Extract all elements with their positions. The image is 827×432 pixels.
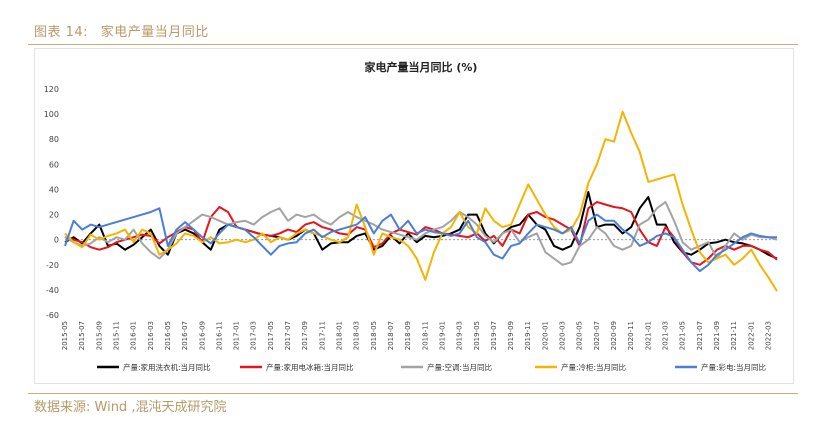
y-tick-label: -60 bbox=[46, 311, 59, 320]
x-tick-label: 2019-01 bbox=[438, 321, 446, 350]
series-line-3 bbox=[64, 201, 778, 266]
x-tick-label: 2016-09 bbox=[198, 321, 206, 350]
x-tick-label: 2015-11 bbox=[112, 321, 120, 350]
footer-rule bbox=[28, 393, 798, 394]
x-tick-label: 2018-07 bbox=[387, 321, 395, 350]
x-tick-label: 2017-05 bbox=[267, 321, 275, 350]
x-tick-label: 2017-07 bbox=[284, 321, 292, 350]
legend-label: 产量:彩电:当月同比 bbox=[701, 362, 767, 372]
legend-label: 产量:家用洗衣机:当月同比 bbox=[123, 362, 211, 372]
x-tick-label: 2021-11 bbox=[730, 321, 738, 350]
x-tick-label: 2015-09 bbox=[95, 321, 103, 350]
x-tick-label: 2016-07 bbox=[181, 321, 189, 350]
x-tick-label: 2021-01 bbox=[644, 321, 652, 350]
x-tick-label: 2020-07 bbox=[593, 321, 601, 350]
x-tick-label: 2020-11 bbox=[627, 321, 635, 350]
line-chart: 家电产量当月同比 (%) -60 -40 -20 0 20 40 60 80 100 120 20… bbox=[44, 60, 778, 372]
series-line-4 bbox=[64, 110, 778, 292]
figure-header: 图表 14: 家电产量当月同比 bbox=[34, 22, 794, 44]
x-tick-label: 2019-03 bbox=[456, 321, 464, 350]
x-tick-label: 2020-01 bbox=[541, 321, 549, 350]
x-tick-label: 2017-09 bbox=[301, 321, 309, 350]
series-line-1 bbox=[64, 191, 778, 260]
legend-label: 产量:空调:当月同比 bbox=[427, 362, 493, 372]
x-tick-label: 2021-03 bbox=[661, 321, 669, 350]
x-tick-label: 2021-07 bbox=[696, 321, 704, 350]
x-tick-label: 2019-07 bbox=[490, 321, 498, 350]
source-note: 数据来源: Wind ,混沌天成研究院 bbox=[34, 400, 227, 415]
x-tick-label: 2020-09 bbox=[610, 321, 618, 350]
x-tick-label: 2017-03 bbox=[250, 321, 258, 350]
legend-label: 产量:家用电冰箱:当月同比 bbox=[266, 362, 354, 372]
y-tick-label: 80 bbox=[49, 135, 59, 144]
x-tick-label: 2016-11 bbox=[215, 321, 223, 350]
x-tick-label: 2022-01 bbox=[747, 321, 755, 350]
header-rule bbox=[28, 44, 798, 45]
y-tick-label: 120 bbox=[44, 85, 59, 94]
figure-label: 图表 14: bbox=[34, 25, 89, 40]
chart-panel: 家电产量当月同比 (%) -60 -40 -20 0 20 40 60 80 100 120 20… bbox=[34, 48, 794, 384]
y-tick-label: 60 bbox=[49, 160, 59, 169]
figure-title: 家电产量当月同比 bbox=[100, 25, 209, 40]
legend-label: 产量:冷柜:当月同比 bbox=[561, 362, 627, 372]
x-tick-label: 2018-09 bbox=[404, 321, 412, 350]
x-tick-label: 2020-05 bbox=[576, 321, 584, 350]
y-tick-label: 40 bbox=[49, 185, 59, 194]
x-tick-label: 2018-01 bbox=[336, 321, 344, 350]
series-line-5 bbox=[64, 207, 777, 273]
x-tick-label: 2018-05 bbox=[370, 321, 378, 350]
y-tick-label: -40 bbox=[46, 286, 59, 295]
x-tick-label: 2015-05 bbox=[61, 321, 69, 350]
y-tick-label: 100 bbox=[44, 110, 59, 119]
y-tick-label: 0 bbox=[54, 236, 59, 245]
x-tick-label: 2017-01 bbox=[233, 321, 241, 350]
x-tick-label: 2019-11 bbox=[524, 321, 532, 350]
x-tick-label: 2021-05 bbox=[679, 321, 687, 350]
x-tick-label: 2017-11 bbox=[318, 321, 326, 350]
x-tick-label: 2018-11 bbox=[421, 321, 429, 350]
y-tick-label: -20 bbox=[46, 261, 59, 270]
y-tick-label: 20 bbox=[49, 211, 59, 220]
x-tick-label: 2018-03 bbox=[353, 321, 361, 350]
x-tick-label: 2019-05 bbox=[473, 321, 481, 350]
x-tick-label: 2019-09 bbox=[507, 321, 515, 350]
x-tick-label: 2016-05 bbox=[164, 321, 172, 350]
x-tick-label: 2021-09 bbox=[713, 321, 721, 350]
x-tick-label: 2016-01 bbox=[130, 321, 138, 350]
x-tick-label: 2020-03 bbox=[559, 321, 567, 350]
x-tick-label: 2015-07 bbox=[78, 321, 86, 350]
x-tick-label: 2016-03 bbox=[147, 321, 155, 350]
x-tick-label: 2022-03 bbox=[764, 321, 772, 350]
chart-title: 家电产量当月同比 (%) bbox=[365, 60, 478, 74]
